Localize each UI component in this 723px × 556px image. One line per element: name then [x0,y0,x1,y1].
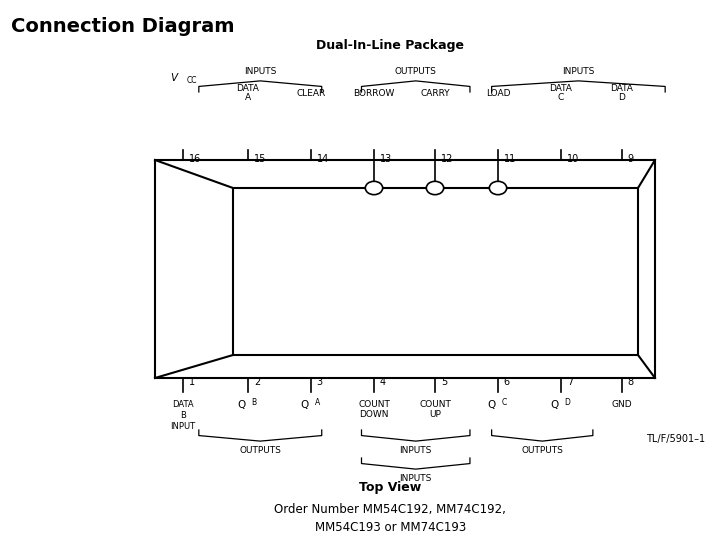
Text: Top View: Top View [359,481,422,494]
Bar [233,188,638,355]
Text: A: A [245,93,251,102]
Text: Q: Q [301,400,309,410]
Text: V: V [170,73,177,83]
Text: 15: 15 [254,154,266,164]
Text: 5: 5 [441,377,447,387]
Text: COUNT
UP: COUNT UP [419,400,451,419]
Text: C: C [558,93,564,102]
Text: COUNT
DOWN: COUNT DOWN [358,400,390,419]
Text: B: B [252,398,257,408]
Text: Q: Q [551,400,559,410]
Text: CC: CC [187,76,197,85]
Text: CLEAR: CLEAR [296,90,325,98]
Text: INPUTS: INPUTS [400,474,432,483]
Text: 2: 2 [254,377,260,387]
Text: Q: Q [487,400,496,410]
Text: INPUTS: INPUTS [400,445,432,455]
Text: CARRY: CARRY [420,90,450,98]
Text: 9: 9 [628,154,634,164]
Text: C: C [502,398,507,408]
Text: DATA: DATA [236,84,260,93]
Text: A: A [315,398,320,408]
Text: DATA
B
INPUT: DATA B INPUT [171,400,195,431]
Text: TL/F/5901–1: TL/F/5901–1 [646,434,705,444]
Text: 3: 3 [317,377,323,387]
Text: Connection Diagram: Connection Diagram [11,17,234,36]
Text: Dual-In-Line Package: Dual-In-Line Package [317,39,464,52]
Text: D: D [565,398,570,408]
Circle shape [489,181,507,195]
Text: 4: 4 [380,377,386,387]
Text: 7: 7 [567,377,573,387]
Text: OUTPUTS: OUTPUTS [239,445,281,455]
Text: INPUTS: INPUTS [244,67,276,76]
Text: DATA: DATA [610,84,633,93]
Text: DATA: DATA [549,84,573,93]
Text: INPUTS: INPUTS [562,67,594,76]
Text: 14: 14 [317,154,329,164]
Text: 16: 16 [189,154,201,164]
Text: Order Number MM54C192, MM74C192,
MM54C193 or MM74C193: Order Number MM54C192, MM74C192, MM54C19… [275,503,506,534]
Text: 12: 12 [441,154,453,164]
Text: 1: 1 [189,377,195,387]
Text: GND: GND [612,400,633,409]
Text: D: D [619,93,625,102]
Text: OUTPUTS: OUTPUTS [395,67,437,76]
Text: 11: 11 [504,154,516,164]
Text: Q: Q [238,400,246,410]
Text: LOAD: LOAD [486,90,510,98]
Text: BORROW: BORROW [354,90,395,98]
Circle shape [365,181,382,195]
Bar [155,160,655,378]
Text: 6: 6 [504,377,510,387]
Text: 10: 10 [567,154,579,164]
Text: 13: 13 [380,154,392,164]
Circle shape [427,181,444,195]
Text: 8: 8 [628,377,634,387]
Text: OUTPUTS: OUTPUTS [521,445,563,455]
